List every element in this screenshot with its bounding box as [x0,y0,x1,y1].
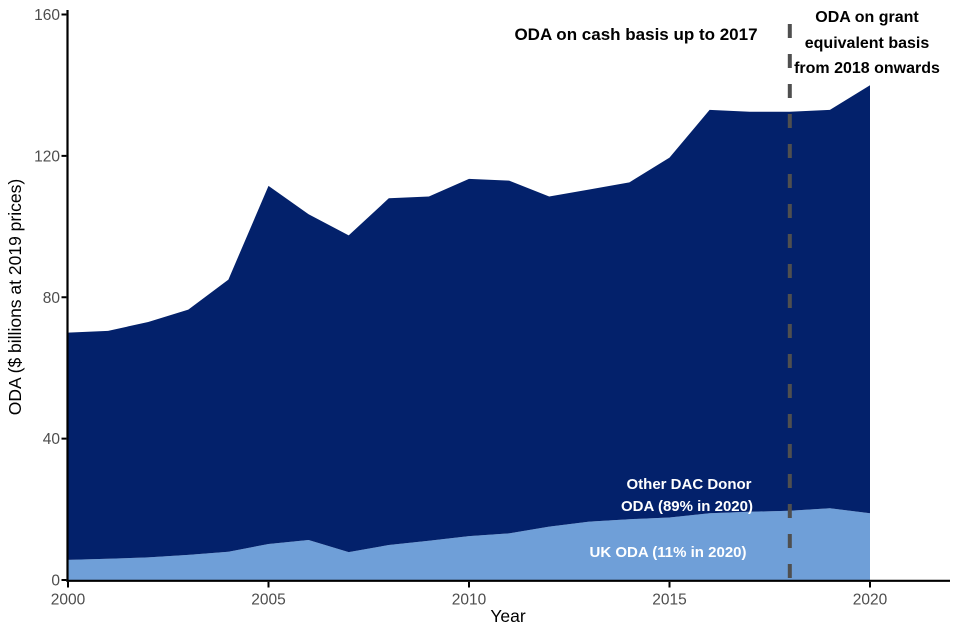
other-dac-oda-area [68,85,870,560]
x-axis-ticks: 2000 2005 2010 2015 2020 [51,581,888,609]
y-tick-label: 160 [34,7,60,24]
grant-basis-annotation-line3: from 2018 onwards [794,60,940,77]
x-tick-label: 2005 [251,592,285,609]
other-dac-series-label-line2: ODA (89% in 2020) [621,498,753,515]
x-axis-title: Year [490,606,526,626]
x-tick-label: 2020 [853,592,888,609]
x-tick-label: 2000 [51,592,86,609]
y-axis-ticks: 0 40 80 120 160 [34,7,67,590]
y-tick-label: 40 [43,431,61,448]
grant-basis-annotation-line1: ODA on grant [815,9,919,26]
grant-basis-annotation-line2: equivalent basis [805,35,930,52]
y-tick-label: 0 [51,573,60,590]
x-tick-label: 2010 [452,592,487,609]
uk-oda-series-label: UK ODA (11% in 2020) [590,544,747,561]
x-tick-label: 2015 [652,592,686,609]
cash-basis-annotation: ODA on cash basis up to 2017 [514,25,757,44]
y-axis-title: ODA ($ billions at 2019 prices) [5,179,25,415]
y-tick-label: 80 [43,290,61,307]
y-tick-label: 120 [34,148,60,165]
other-dac-series-label-line1: Other DAC Donor [627,476,752,493]
uk-oda-area [68,508,870,580]
